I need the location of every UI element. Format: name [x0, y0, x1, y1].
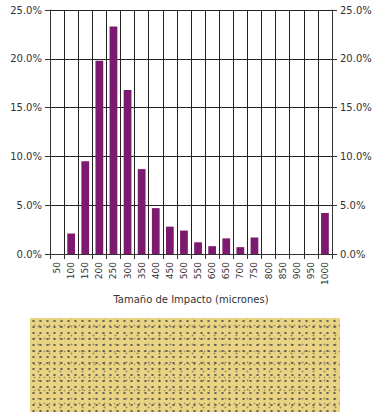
svg-text:20.0%: 20.0% [10, 53, 42, 64]
svg-text:10.0%: 10.0% [10, 151, 42, 162]
svg-text:20.0%: 20.0% [340, 53, 372, 64]
svg-text:100: 100 [66, 262, 76, 279]
svg-text:Tamaño de Impacto (micrones): Tamaño de Impacto (micrones) [112, 294, 268, 305]
svg-text:300: 300 [123, 262, 133, 279]
svg-text:250: 250 [108, 262, 118, 279]
svg-text:850: 850 [278, 262, 288, 279]
svg-text:150: 150 [80, 262, 90, 279]
svg-text:500: 500 [179, 262, 189, 279]
svg-text:15.0%: 15.0% [340, 102, 372, 113]
svg-text:350: 350 [137, 262, 147, 279]
svg-text:25.0%: 25.0% [340, 5, 372, 16]
svg-text:0.0%: 0.0% [17, 249, 42, 260]
svg-text:550: 550 [193, 262, 203, 279]
svg-text:5.0%: 5.0% [340, 200, 365, 211]
svg-text:5.0%: 5.0% [17, 200, 42, 211]
svg-text:900: 900 [292, 262, 302, 279]
svg-text:750: 750 [249, 262, 259, 279]
svg-text:400: 400 [151, 262, 161, 279]
svg-text:25.0%: 25.0% [10, 5, 42, 16]
svg-text:700: 700 [235, 262, 245, 279]
svg-text:800: 800 [264, 262, 274, 279]
svg-text:0.0%: 0.0% [340, 249, 365, 260]
svg-text:15.0%: 15.0% [10, 102, 42, 113]
svg-text:10.0%: 10.0% [340, 151, 372, 162]
svg-text:200: 200 [94, 262, 104, 279]
svg-text:450: 450 [165, 262, 175, 279]
svg-text:950: 950 [306, 262, 316, 279]
svg-text:50: 50 [52, 262, 62, 274]
svg-text:600: 600 [207, 262, 217, 279]
svg-text:650: 650 [221, 262, 231, 279]
svg-text:1000: 1000 [320, 262, 330, 285]
